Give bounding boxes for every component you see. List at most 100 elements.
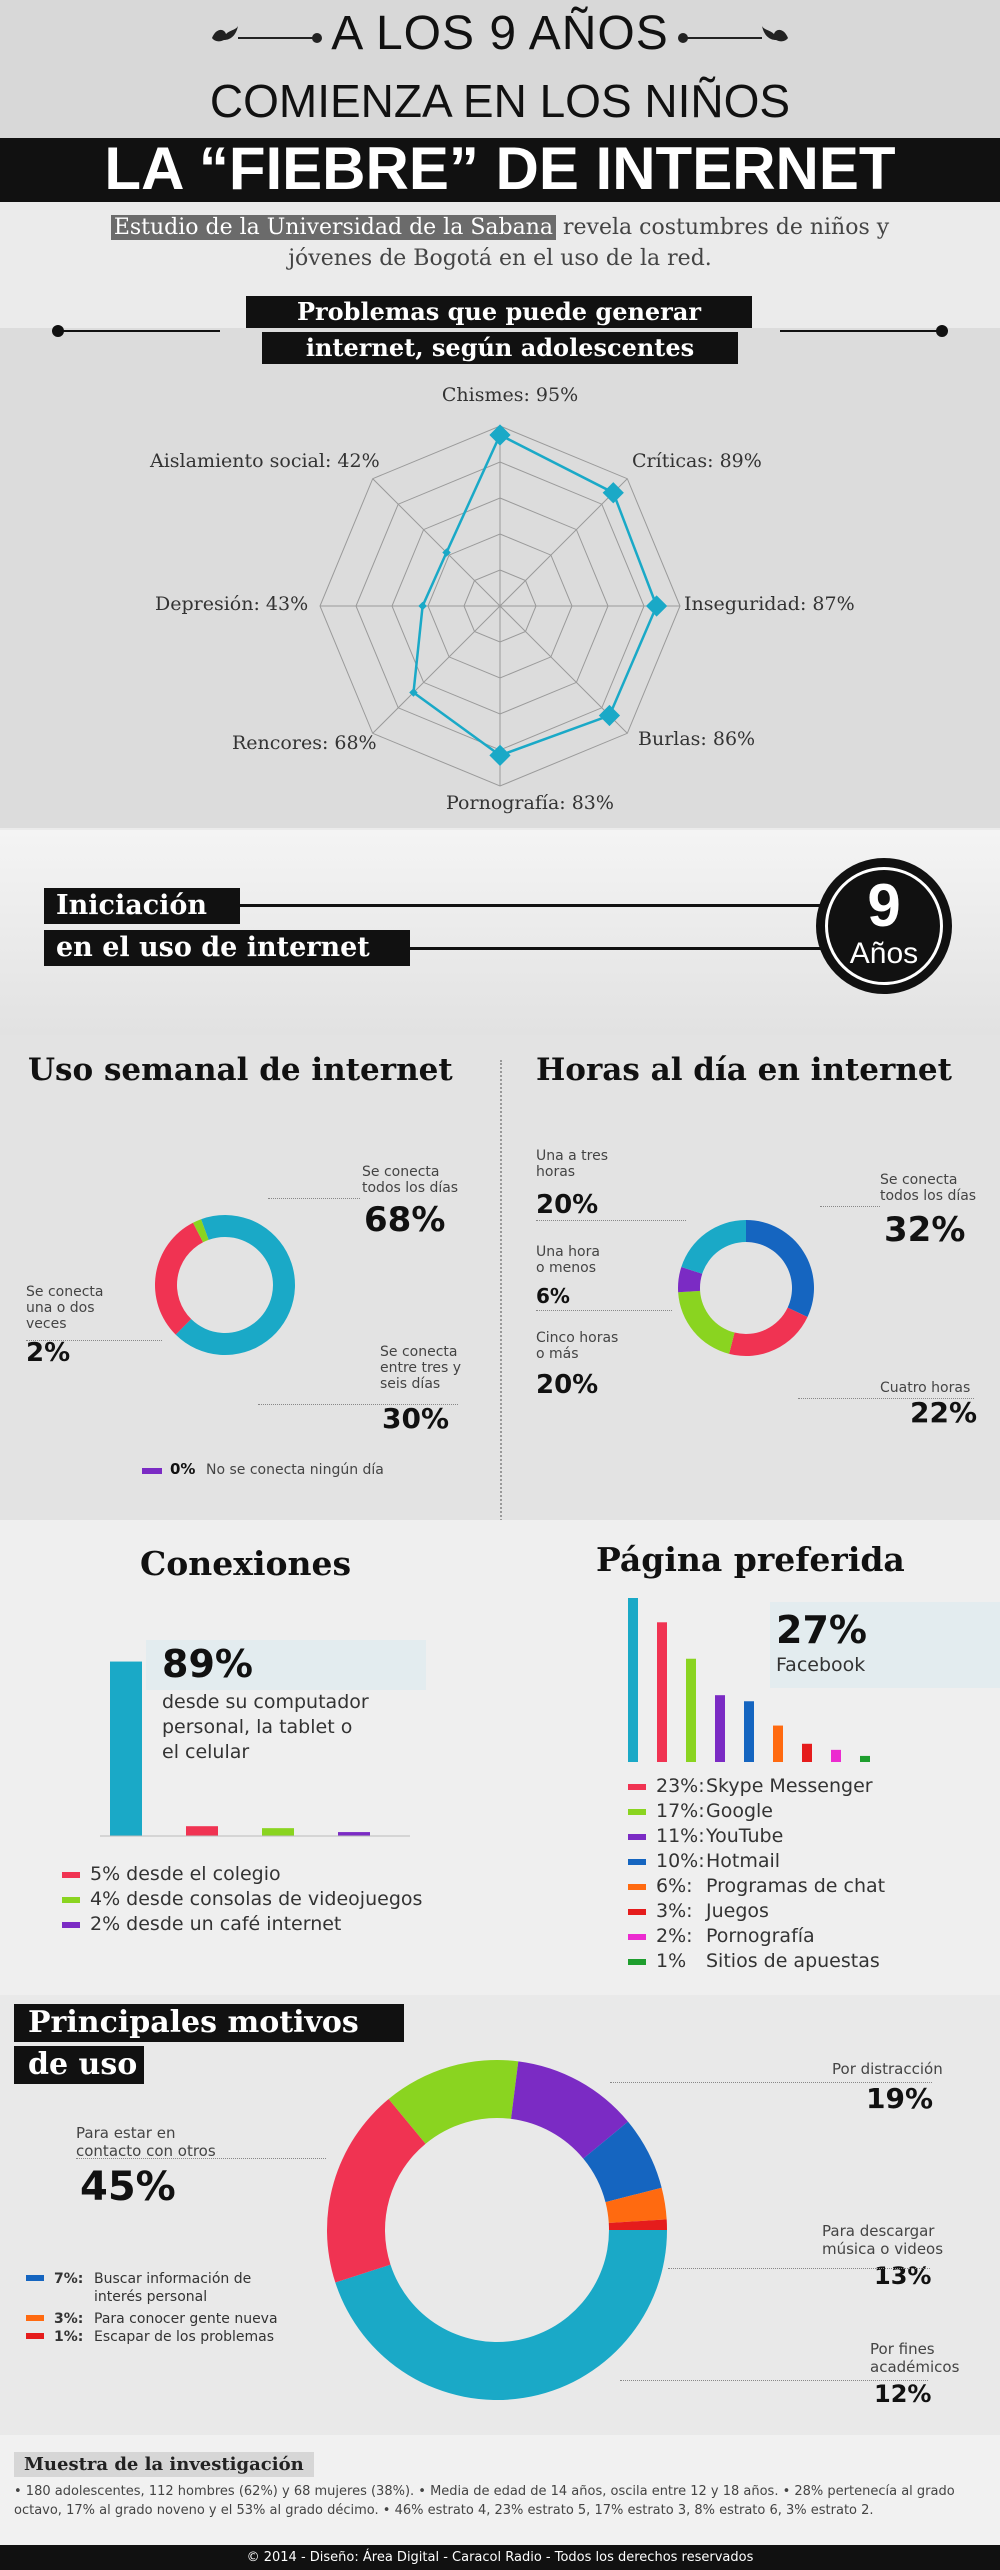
- subtitle-highlight: Estudio de la Universidad de la Sabana: [110, 215, 556, 240]
- motives-donut: [327, 2060, 667, 2400]
- legend-pct: 2%:: [656, 1925, 693, 1947]
- hours-one3-leader: [536, 1220, 686, 1221]
- weekly-none-desc: No se conecta ningún día: [206, 1462, 384, 1478]
- legend-swatch: [628, 1834, 646, 1840]
- initiation-connector2: [410, 947, 840, 950]
- preferred-legend: 23%: Skype Messenger 17%: Google 11%: YouTube…: [628, 1774, 885, 1974]
- weekly-daily-desc: Se conecta todos los días: [362, 1164, 459, 1196]
- preferred-legend-item: 1% Sitios de apuestas: [628, 1949, 885, 1974]
- motives-slice: [335, 2230, 667, 2400]
- legend-label: Pornografía: [706, 1925, 815, 1947]
- sample-text-line1: • 180 adolescentes, 112 hombres (62%) y …: [14, 2484, 955, 2499]
- connections-title: Conexiones: [140, 1544, 352, 1583]
- radar-point-inseguridad: [645, 595, 668, 617]
- initiation-number: 9: [867, 872, 901, 939]
- legend-swatch: [628, 1909, 646, 1915]
- hours-slice: [678, 1266, 703, 1293]
- weekly-title: Uso semanal de internet: [28, 1052, 453, 1088]
- legend-swatch: [628, 1934, 646, 1940]
- radar-point-pornografía: [489, 744, 511, 767]
- hours-slice: [678, 1290, 735, 1354]
- header-dot-left: [312, 33, 322, 43]
- problems-title-line1: Problemas que puede generar: [246, 296, 752, 328]
- hours-four-val: 22%: [910, 1396, 978, 1429]
- radar-point-aislamiento-social: [442, 548, 451, 557]
- legend-swatch: [628, 1784, 646, 1790]
- radar-axis: [372, 478, 501, 607]
- motives-academic-leader: [620, 2380, 928, 2381]
- legend-pct: 3%:: [656, 1900, 693, 1922]
- hours-title: Horas al día en internet: [536, 1052, 952, 1088]
- hours-four-desc: Cuatro horas: [880, 1380, 971, 1396]
- connections-main-desc: desde su computador personal, la tablet …: [162, 1691, 369, 1763]
- hours-slice: [681, 1220, 746, 1274]
- legend-swatch: [628, 1884, 646, 1890]
- sample-title: Muestra de la investigación: [14, 2452, 314, 2477]
- motives-academic-desc: Por fines académicos: [870, 2340, 960, 2376]
- radar-axis: [499, 478, 628, 607]
- hours-daily-desc: Se conecta todos los días: [880, 1172, 977, 1204]
- weekly-three-desc: Se conecta entre tres y seis días: [380, 1344, 462, 1392]
- legend-label: YouTube: [706, 1825, 784, 1847]
- legend-pct: 17%:: [656, 1800, 705, 1822]
- radar-point-burlas: [598, 704, 621, 727]
- legend-pct: 23%:: [656, 1775, 705, 1797]
- header-bird-left-icon: [212, 26, 238, 42]
- preferred-bar-chart: [628, 1598, 870, 1762]
- motives-title-line1: Principales motivos: [14, 2004, 404, 2042]
- radar-label-inseguridad: Inseguridad: 87%: [684, 593, 855, 615]
- motives-slice: [388, 2060, 519, 2144]
- weekly-slice: [175, 1215, 295, 1355]
- preferred-bar: [686, 1658, 696, 1762]
- preferred-legend-item: 11%: YouTube: [628, 1824, 885, 1849]
- hours-five-desc: Cinco horas o más: [536, 1330, 619, 1362]
- sample-text-line2: octavo, 17% al grado noveno y el 53% al …: [14, 2503, 874, 2518]
- motives-distraction-leader: [610, 2082, 932, 2083]
- subtitle: Estudio de la Universidad de la Sabana r…: [0, 212, 1000, 274]
- preferred-title: Página preferida: [596, 1540, 905, 1579]
- preferred-bar: [657, 1622, 667, 1762]
- weekly-daily-leader: [268, 1198, 360, 1199]
- radar-axis: [372, 605, 501, 734]
- radar-point-rencores: [409, 688, 418, 697]
- weekly-three-leader: [258, 1404, 458, 1405]
- connections-bar: [186, 1826, 218, 1836]
- motives-distraction-desc: Por distracción: [832, 2060, 943, 2078]
- weekly-slice: [155, 1222, 204, 1335]
- motives-legend-item: 3%: Para conocer gente nueva: [26, 2310, 278, 2328]
- legend-label: Juegos: [706, 1900, 769, 1922]
- initiation-line1: Iniciación: [44, 888, 240, 924]
- subtitle-rest: revela costumbres de niños y: [556, 215, 890, 240]
- radar-point-críticas: [602, 482, 624, 504]
- motives-slice: [608, 2219, 667, 2230]
- radar-label-rencores: Rencores: 68%: [232, 732, 377, 754]
- hours-one3-desc: Una a tres horas: [536, 1148, 609, 1180]
- connections-callout-bg: [146, 1640, 426, 1690]
- radar-point-chismes: [489, 424, 511, 446]
- legend-swatch: [628, 1959, 646, 1965]
- weekly-some-val: 2%: [26, 1338, 71, 1368]
- weekly-daily-val: 68%: [364, 1200, 446, 1240]
- problems-line-right: [780, 330, 942, 332]
- preferred-callout-bg: [770, 1602, 1000, 1688]
- hours-daily-val: 32%: [884, 1210, 966, 1250]
- initiation-badge: 9 Años: [816, 858, 952, 994]
- connections-legend: 5% desde el colegio 4% desde consolas de…: [62, 1862, 422, 1937]
- motives-slice: [511, 2061, 628, 2159]
- motives-contact-desc: Para estar en contacto con otros: [76, 2124, 216, 2160]
- motives-academic-val: 12%: [874, 2380, 932, 2408]
- radar-label-burlas: Burlas: 86%: [638, 728, 756, 750]
- initiation-unit: Años: [849, 937, 919, 970]
- radar-label-chismes: Chismes: 95%: [441, 384, 579, 406]
- motives-legend-item: 1%: Escapar de los problemas: [26, 2328, 278, 2346]
- hours-slice: [729, 1307, 808, 1356]
- radar-point-depresión: [418, 601, 427, 611]
- preferred-main-desc: Facebook: [776, 1654, 866, 1676]
- problems-title-line2: internet, según adolescentes: [262, 332, 738, 364]
- hours-donut: [678, 1220, 814, 1356]
- radar-label-aislamiento: Aislamiento social: 42%: [150, 450, 380, 472]
- subtitle-line2: jóvenes de Bogotá en el uso de la red.: [288, 246, 712, 271]
- preferred-legend-item: 3%: Juegos: [628, 1899, 885, 1924]
- preferred-bar: [744, 1701, 754, 1762]
- legend-pct: 10%:: [656, 1850, 705, 1872]
